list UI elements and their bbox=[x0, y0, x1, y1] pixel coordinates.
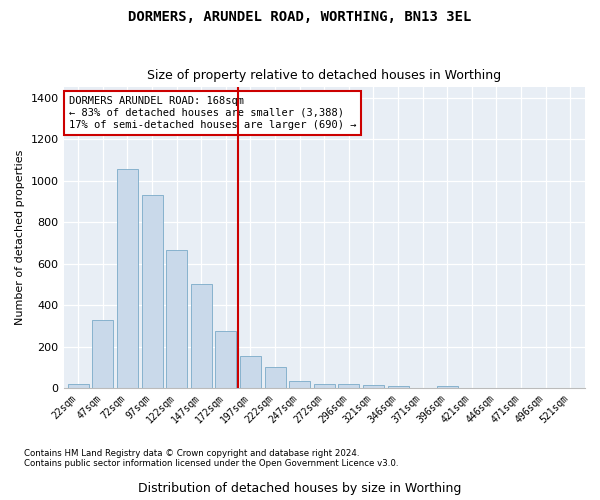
Bar bbox=[338, 384, 359, 388]
Bar bbox=[68, 384, 89, 388]
Text: Distribution of detached houses by size in Worthing: Distribution of detached houses by size … bbox=[139, 482, 461, 495]
Bar bbox=[289, 382, 310, 388]
Bar bbox=[166, 250, 187, 388]
Bar bbox=[388, 386, 409, 388]
Bar bbox=[363, 385, 384, 388]
Bar bbox=[215, 331, 236, 388]
Text: DORMERS ARUNDEL ROAD: 168sqm
← 83% of detached houses are smaller (3,388)
17% of: DORMERS ARUNDEL ROAD: 168sqm ← 83% of de… bbox=[69, 96, 356, 130]
Bar bbox=[437, 386, 458, 388]
Text: Contains public sector information licensed under the Open Government Licence v3: Contains public sector information licen… bbox=[24, 458, 398, 468]
Bar bbox=[142, 195, 163, 388]
Bar bbox=[314, 384, 335, 388]
Bar bbox=[92, 320, 113, 388]
Y-axis label: Number of detached properties: Number of detached properties bbox=[15, 150, 25, 326]
Bar bbox=[191, 284, 212, 388]
Text: Contains HM Land Registry data © Crown copyright and database right 2024.: Contains HM Land Registry data © Crown c… bbox=[24, 448, 359, 458]
Title: Size of property relative to detached houses in Worthing: Size of property relative to detached ho… bbox=[147, 69, 502, 82]
Bar bbox=[240, 356, 261, 388]
Text: DORMERS, ARUNDEL ROAD, WORTHING, BN13 3EL: DORMERS, ARUNDEL ROAD, WORTHING, BN13 3E… bbox=[128, 10, 472, 24]
Bar bbox=[265, 368, 286, 388]
Bar bbox=[117, 170, 138, 388]
